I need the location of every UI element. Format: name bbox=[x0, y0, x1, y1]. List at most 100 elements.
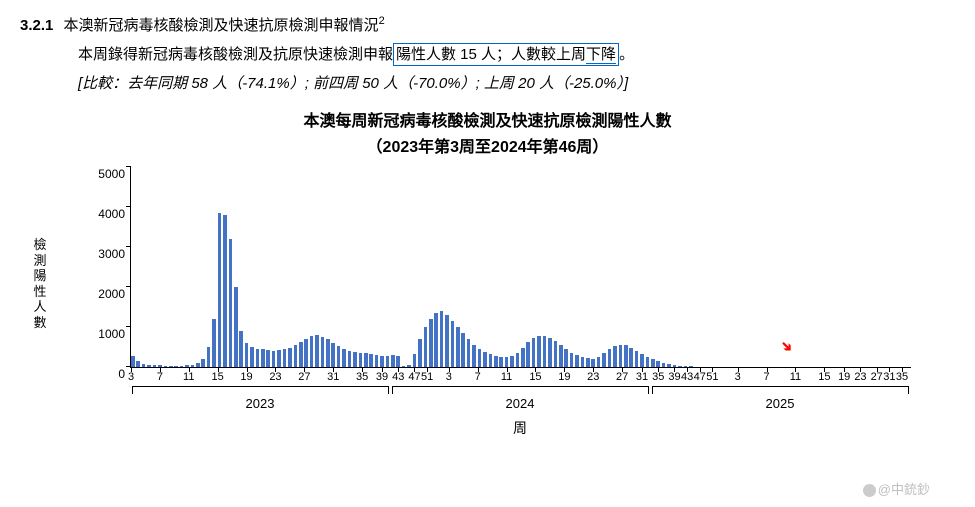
bar bbox=[499, 357, 503, 367]
bar bbox=[602, 353, 606, 367]
bar bbox=[586, 358, 590, 367]
bar bbox=[239, 331, 243, 367]
bar bbox=[207, 347, 211, 367]
bar bbox=[559, 345, 563, 367]
y-axis-label: 檢測陽性人數 bbox=[32, 237, 48, 331]
bar bbox=[402, 366, 406, 367]
bar bbox=[532, 338, 536, 367]
bar bbox=[619, 345, 623, 367]
bar bbox=[386, 356, 390, 367]
bar bbox=[554, 341, 558, 367]
bar bbox=[391, 355, 395, 367]
chart: 檢測陽性人數 010002000300040005000➔37111519232… bbox=[80, 167, 940, 438]
bar bbox=[510, 356, 514, 367]
bar bbox=[212, 319, 216, 367]
watermark: @中銃鈔 bbox=[863, 479, 930, 498]
bar bbox=[288, 348, 292, 367]
bar bbox=[164, 366, 168, 367]
bar bbox=[597, 357, 601, 367]
bar bbox=[310, 336, 314, 367]
bar bbox=[353, 352, 357, 367]
bar bbox=[575, 355, 579, 367]
bar bbox=[570, 353, 574, 367]
bar bbox=[342, 349, 346, 367]
summary-suffix: 。 bbox=[619, 46, 634, 63]
bar bbox=[234, 287, 238, 367]
section-number: 3.2.1 bbox=[20, 17, 53, 34]
bar bbox=[326, 339, 330, 367]
bar bbox=[413, 354, 417, 367]
bar bbox=[174, 366, 178, 367]
bar bbox=[375, 355, 379, 367]
bar bbox=[245, 343, 249, 367]
bar bbox=[548, 338, 552, 367]
y-tick-label: 3000 bbox=[98, 247, 125, 261]
bar bbox=[153, 365, 157, 367]
bar bbox=[526, 342, 530, 367]
bar bbox=[472, 345, 476, 367]
bar bbox=[299, 342, 303, 367]
bar bbox=[266, 350, 270, 367]
bar bbox=[380, 356, 384, 367]
chart-subtitle: （2023年第3周至2024年第46周） bbox=[20, 133, 955, 157]
bar bbox=[667, 364, 671, 367]
bar bbox=[494, 356, 498, 367]
comparison-line: [比較：去年同期 58 人（-74.1%）; 前四周 50 人（-70.0%）;… bbox=[78, 72, 955, 93]
weibo-icon bbox=[863, 484, 876, 497]
bar bbox=[180, 366, 184, 367]
bar bbox=[451, 321, 455, 367]
bar bbox=[131, 356, 135, 367]
year-axis: 202320242025 bbox=[130, 368, 910, 418]
y-tick-label: 1000 bbox=[98, 327, 125, 341]
bar bbox=[283, 349, 287, 367]
bar bbox=[331, 343, 335, 367]
bar bbox=[169, 366, 173, 367]
bar bbox=[256, 349, 260, 367]
bar bbox=[407, 365, 411, 367]
bar bbox=[223, 215, 227, 367]
bar bbox=[272, 351, 276, 367]
year-label: 2024 bbox=[506, 396, 535, 411]
bar bbox=[424, 327, 428, 367]
bar bbox=[445, 315, 449, 367]
bar bbox=[315, 335, 319, 367]
bar bbox=[629, 348, 633, 367]
bar bbox=[261, 349, 265, 367]
bar bbox=[396, 356, 400, 367]
bar bbox=[142, 364, 146, 367]
bar bbox=[624, 345, 628, 367]
y-tick-label: 2000 bbox=[98, 287, 125, 301]
plot-area: 010002000300040005000➔371115192327313539… bbox=[130, 167, 911, 368]
summary-line: 本周錄得新冠病毒核酸檢測及抗原快速檢測申報陽性人數 15 人；人數較上周下降。 bbox=[78, 41, 955, 68]
bar bbox=[689, 366, 693, 367]
bar bbox=[651, 359, 655, 367]
bar bbox=[294, 345, 298, 367]
bar bbox=[505, 357, 509, 367]
bar bbox=[678, 366, 682, 367]
bar bbox=[364, 353, 368, 367]
bar bbox=[543, 336, 547, 367]
bar bbox=[581, 357, 585, 367]
bar bbox=[461, 333, 465, 367]
bar bbox=[277, 350, 281, 367]
bar bbox=[591, 359, 595, 367]
bar bbox=[218, 213, 222, 367]
section-heading: 3.2.1 本澳新冠病毒核酸檢測及快速抗原檢測申報情況2 bbox=[20, 12, 955, 39]
year-label: 2023 bbox=[246, 396, 275, 411]
bar bbox=[429, 319, 433, 367]
bar bbox=[456, 327, 460, 367]
y-tick-label: 5000 bbox=[98, 167, 125, 181]
bar bbox=[359, 353, 363, 367]
bar bbox=[337, 346, 341, 367]
bar bbox=[136, 361, 140, 367]
bar bbox=[440, 311, 444, 367]
highlighted-stat: 陽性人數 15 人；人數較上周下降 bbox=[393, 43, 619, 66]
bar bbox=[489, 354, 493, 367]
bar bbox=[304, 339, 308, 367]
bar bbox=[348, 351, 352, 367]
bar bbox=[196, 363, 200, 367]
bar bbox=[250, 347, 254, 367]
bar bbox=[483, 352, 487, 367]
bar bbox=[640, 354, 644, 367]
bar bbox=[608, 349, 612, 367]
